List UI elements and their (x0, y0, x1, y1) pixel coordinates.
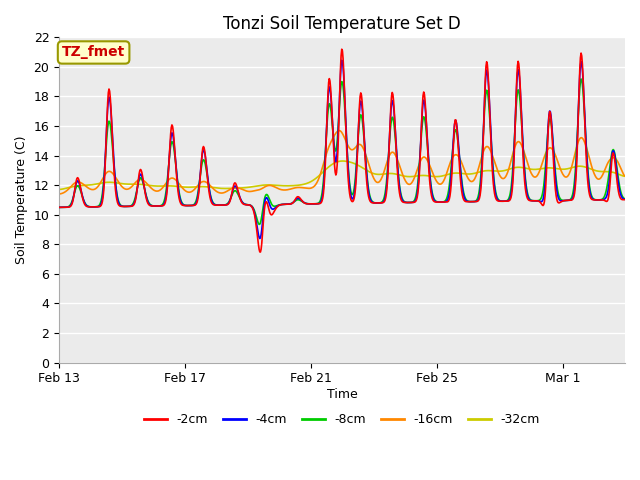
Legend: -2cm, -4cm, -8cm, -16cm, -32cm: -2cm, -4cm, -8cm, -16cm, -32cm (139, 408, 545, 431)
X-axis label: Time: Time (326, 388, 358, 401)
Title: Tonzi Soil Temperature Set D: Tonzi Soil Temperature Set D (223, 15, 461, 33)
Text: TZ_fmet: TZ_fmet (62, 46, 125, 60)
Y-axis label: Soil Temperature (C): Soil Temperature (C) (15, 136, 28, 264)
